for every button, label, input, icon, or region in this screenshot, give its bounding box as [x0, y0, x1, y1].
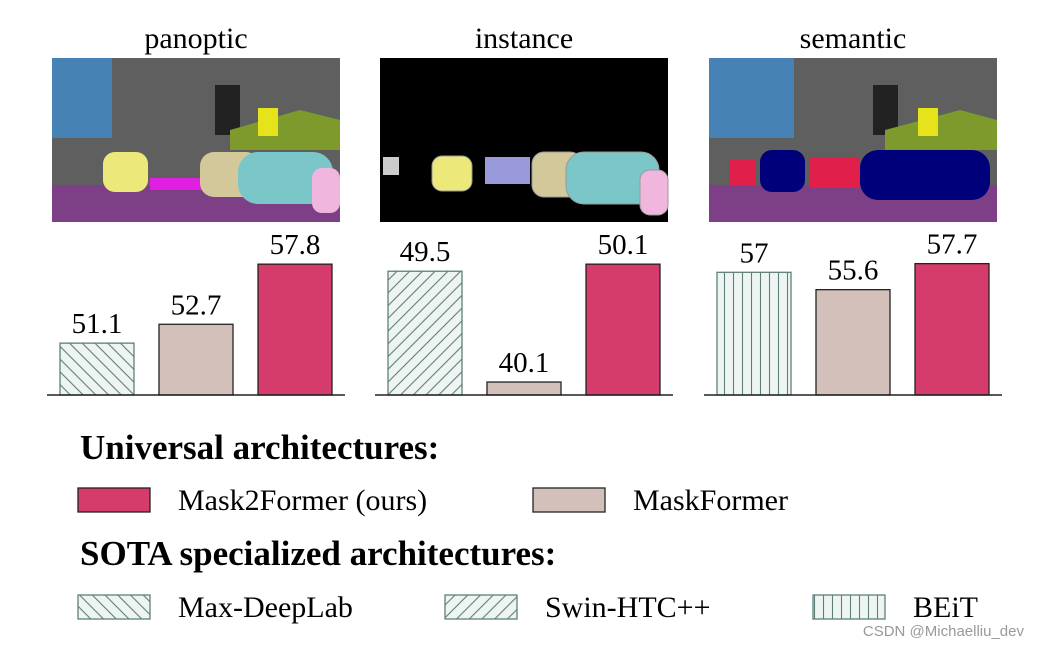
legend-swatch: [77, 594, 151, 620]
bar: [585, 263, 661, 396]
legend-swatch: [532, 487, 606, 513]
chart-title: semantic: [800, 22, 907, 55]
legend-group-title: Universal architectures:: [80, 428, 439, 467]
legend-label: BEiT: [913, 591, 978, 624]
segmentation-image: [380, 58, 669, 222]
legend-swatch: [77, 487, 151, 513]
value-label: 52.7: [171, 289, 222, 321]
bar: [387, 270, 463, 396]
segmentation-image: [52, 58, 340, 222]
legend-swatch: [812, 594, 886, 620]
value-label: 40.1: [499, 347, 550, 379]
bar: [914, 262, 990, 396]
value-label: 51.1: [72, 308, 123, 340]
bar: [158, 323, 234, 396]
segmentation-image: [709, 58, 997, 222]
value-label: 57.8: [270, 229, 321, 261]
chart-title: instance: [475, 22, 573, 55]
legend-swatch: [444, 594, 518, 620]
legend-group-title: SOTA specialized architectures:: [80, 534, 556, 573]
legend-label: Max-DeepLab: [178, 591, 353, 624]
value-label: 57: [740, 237, 769, 269]
bar: [59, 342, 135, 396]
value-label: 49.5: [400, 236, 451, 268]
bar: [716, 271, 792, 396]
bar: [257, 263, 333, 396]
value-label: 50.1: [598, 229, 649, 261]
bar: [486, 381, 562, 396]
watermark: CSDN @Michaelliu_dev: [863, 623, 1025, 640]
legend-label: MaskFormer: [633, 484, 788, 517]
bar: [815, 289, 891, 396]
value-label: 57.7: [927, 229, 978, 261]
legend-label: Swin-HTC++: [545, 591, 711, 624]
chart-title: panoptic: [144, 22, 247, 55]
legend-label: Mask2Former (ours): [178, 484, 427, 517]
value-label: 55.6: [828, 255, 879, 287]
